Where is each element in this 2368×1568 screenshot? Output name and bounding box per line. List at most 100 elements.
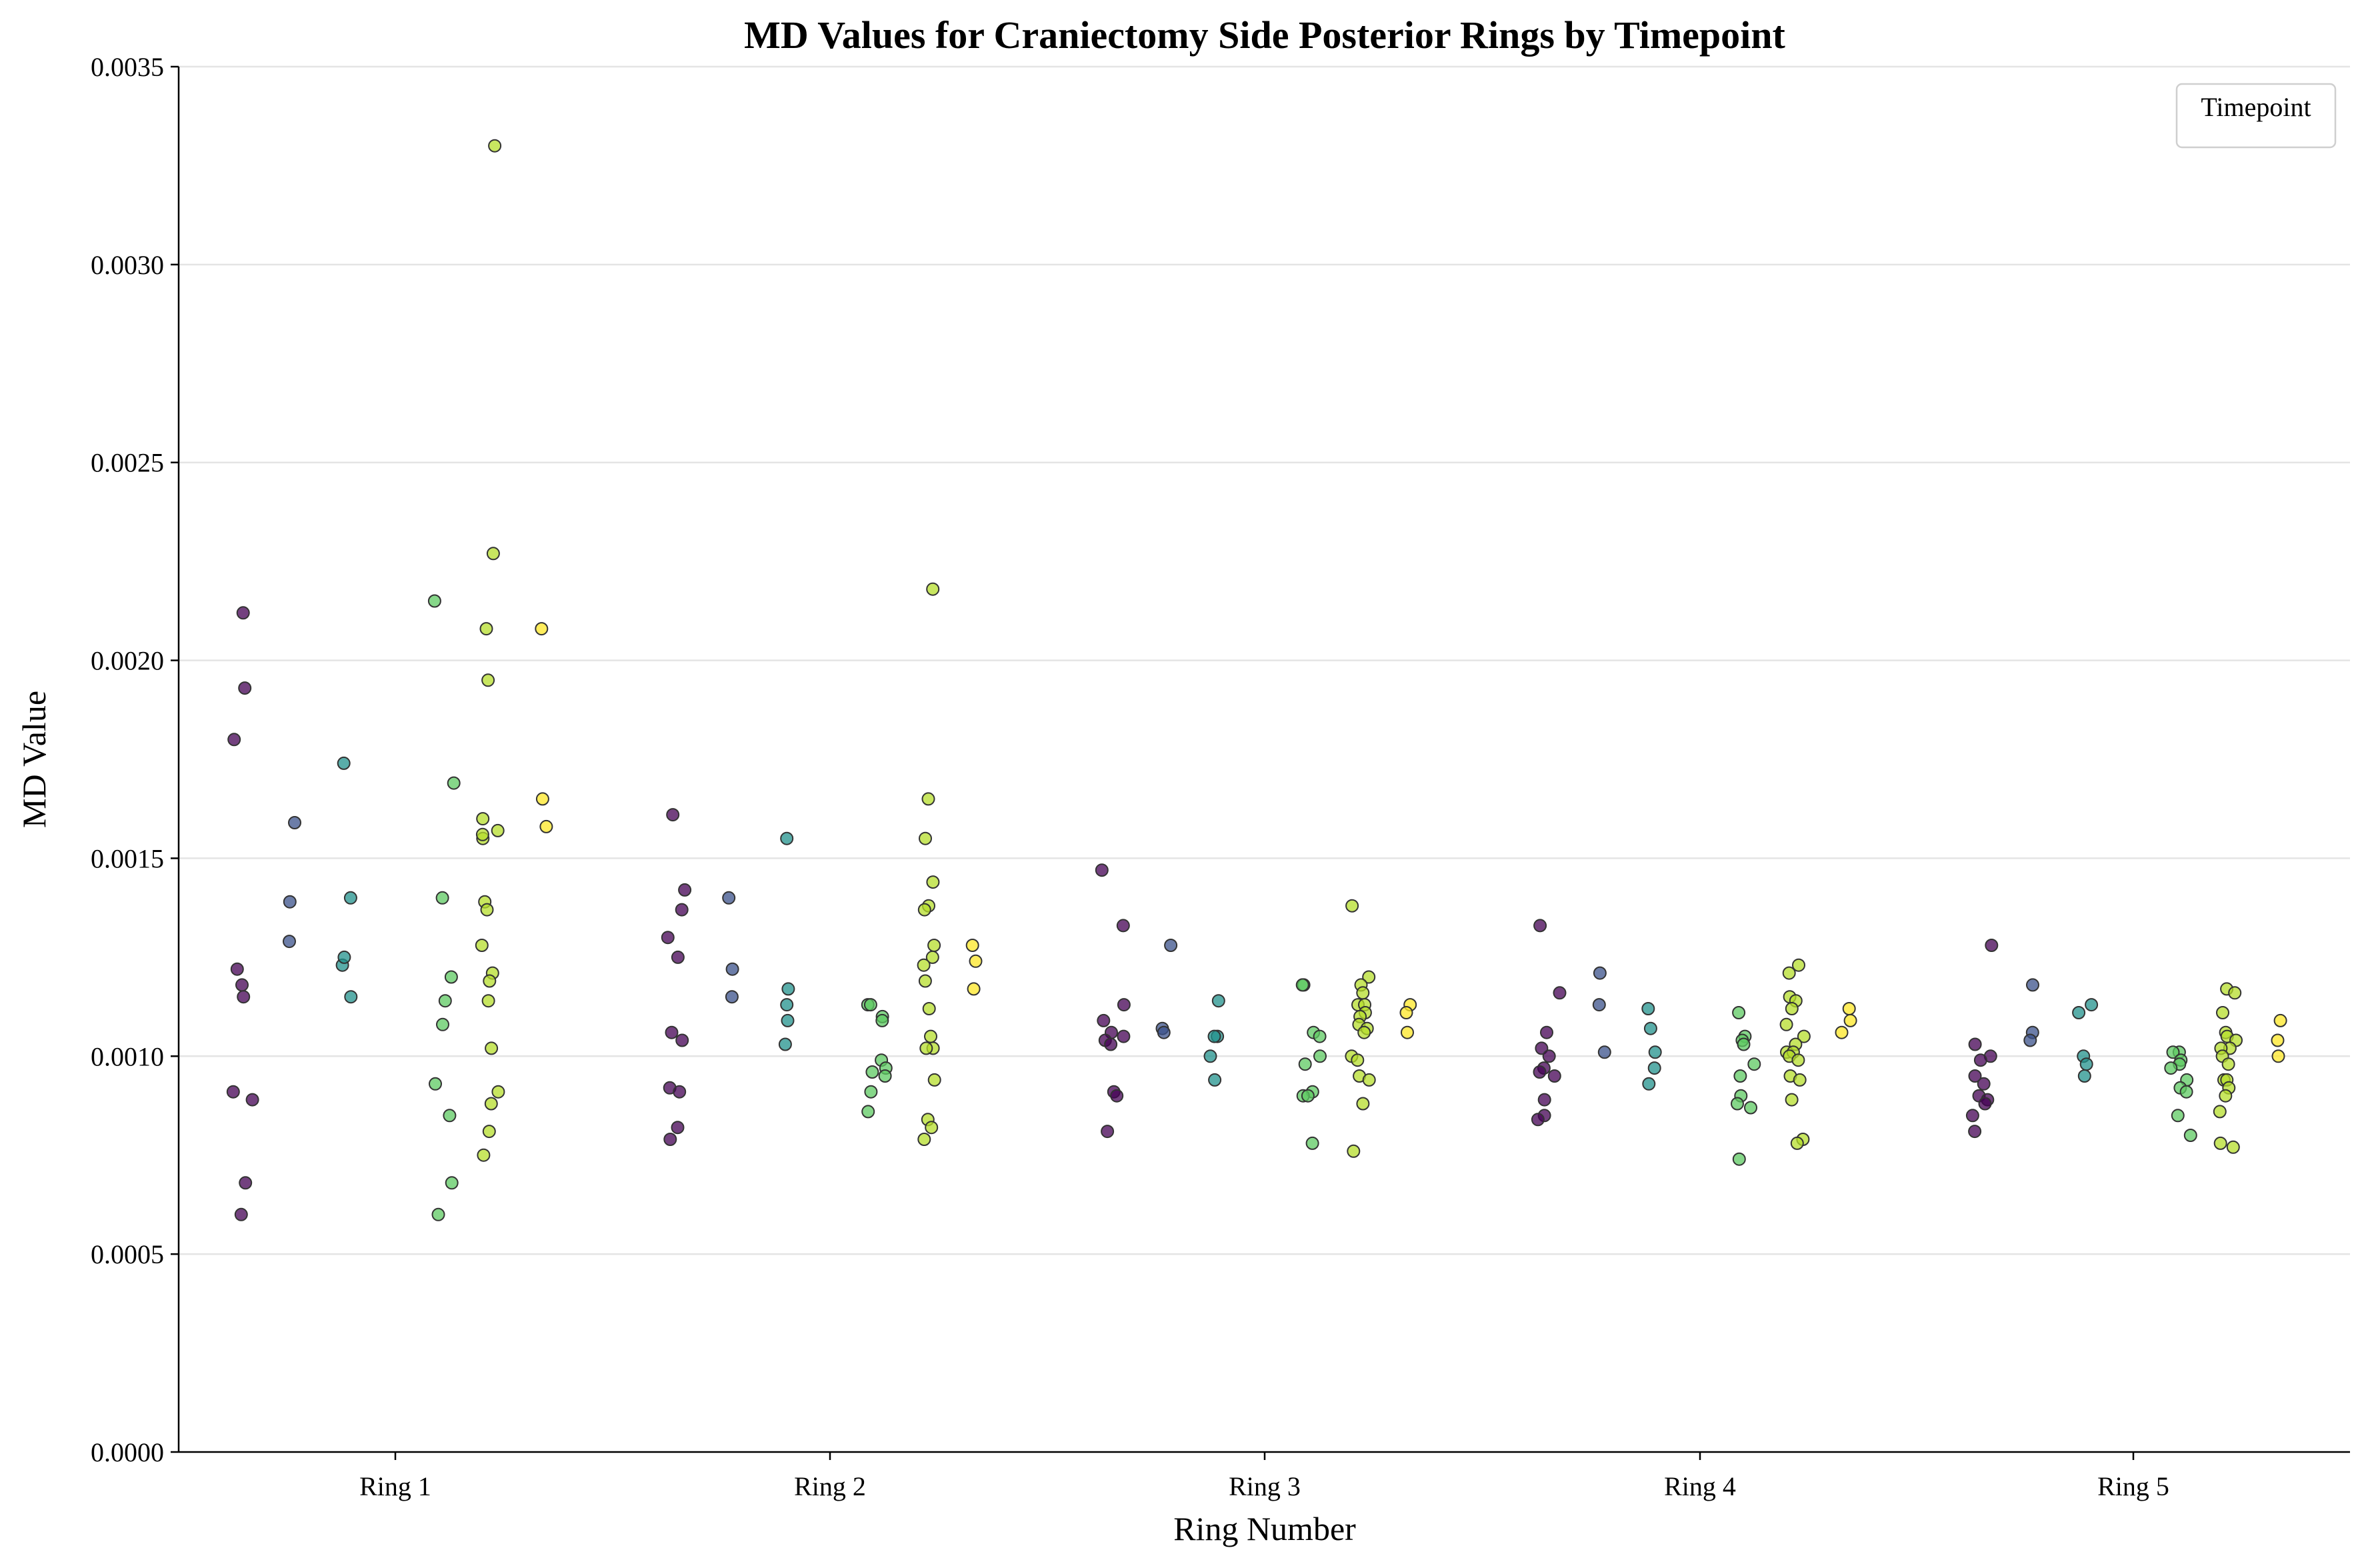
data-point — [2077, 1069, 2091, 1083]
data-point — [2079, 1057, 2093, 1071]
data-point — [1104, 1037, 1118, 1051]
data-point — [482, 1125, 496, 1139]
data-point — [1779, 1017, 1793, 1031]
data-point — [917, 1133, 931, 1146]
data-point — [476, 812, 490, 826]
data-point — [1531, 1113, 1545, 1127]
data-point — [1842, 1002, 1856, 1015]
data-point — [447, 776, 461, 790]
data-point — [1647, 1061, 1661, 1075]
data-point — [1978, 1097, 1992, 1111]
data-point — [2271, 1033, 2285, 1047]
y-tick-label: 0.0005 — [91, 1239, 164, 1269]
data-point — [436, 1017, 449, 1031]
data-point — [234, 1207, 248, 1221]
data-point — [661, 931, 675, 945]
data-point — [475, 827, 489, 841]
data-point — [671, 950, 685, 964]
data-point — [337, 950, 351, 964]
data-point — [2221, 1057, 2235, 1071]
data-point — [535, 792, 549, 806]
axes — [177, 67, 2350, 1453]
data-point — [1737, 1037, 1751, 1051]
data-point — [479, 622, 493, 636]
y-tick-label: 0.0015 — [91, 843, 164, 873]
data-point — [1747, 1057, 1761, 1071]
data-point — [919, 1041, 933, 1055]
data-point — [2213, 1136, 2227, 1150]
data-point — [1542, 1049, 1556, 1063]
data-point — [491, 1085, 505, 1099]
x-tick-label: Ring 4 — [1664, 1471, 1736, 1501]
data-point — [722, 891, 736, 905]
y-tick-label: 0.0010 — [91, 1041, 164, 1071]
data-point — [1642, 1077, 1656, 1091]
data-point — [1791, 1053, 1805, 1067]
data-point — [1977, 1077, 1991, 1091]
data-point — [443, 1109, 457, 1123]
data-point — [1782, 966, 1796, 980]
data-point — [861, 1105, 875, 1119]
data-point — [1732, 1006, 1746, 1019]
data-point — [445, 1176, 459, 1190]
data-point — [1399, 1006, 1413, 1019]
data-point — [1553, 986, 1567, 1000]
data-point — [429, 1077, 442, 1091]
data-point — [486, 547, 500, 561]
data-point — [1356, 986, 1370, 1000]
data-point — [875, 1013, 889, 1027]
data-point — [925, 950, 939, 964]
data-point — [1535, 1041, 1549, 1055]
data-point — [927, 1073, 941, 1087]
data-point — [1157, 1025, 1171, 1039]
data-point — [1597, 1045, 1611, 1059]
y-axis-label: MD Value — [15, 691, 53, 828]
data-point — [438, 994, 452, 1008]
data-point — [1101, 1125, 1115, 1139]
data-point — [1835, 1025, 1849, 1039]
data-point — [969, 954, 983, 968]
data-point — [1211, 994, 1225, 1008]
data-point — [427, 594, 441, 608]
x-tick-label: Ring 1 — [359, 1471, 431, 1501]
data-point — [1793, 1073, 1807, 1087]
data-point — [238, 681, 252, 695]
data-point — [725, 990, 739, 1004]
data-point — [1533, 919, 1547, 933]
data-point — [2213, 1105, 2227, 1119]
data-point — [227, 733, 241, 747]
data-point — [1116, 919, 1130, 933]
data-point — [283, 935, 296, 949]
data-point — [230, 962, 244, 976]
data-point — [484, 1097, 498, 1111]
data-point — [1968, 1069, 1982, 1083]
data-point — [235, 978, 249, 992]
data-point — [2219, 1089, 2233, 1103]
data-point — [1592, 998, 1606, 1012]
data-point — [675, 1033, 689, 1047]
data-point — [1965, 1109, 1979, 1123]
data-point — [435, 891, 449, 905]
data-point — [444, 970, 458, 984]
data-point — [483, 974, 497, 988]
data-point — [343, 891, 357, 905]
data-point — [1357, 1025, 1371, 1039]
data-point — [481, 994, 495, 1008]
data-point — [1973, 1053, 1987, 1067]
data-point — [1401, 1025, 1414, 1039]
data-point — [491, 823, 505, 837]
data-point — [535, 622, 549, 636]
data-point — [917, 958, 931, 972]
data-point — [239, 1176, 253, 1190]
data-point — [2166, 1045, 2180, 1059]
data-point — [1295, 978, 1309, 992]
data-point — [1362, 1073, 1376, 1087]
data-point — [2273, 1013, 2287, 1027]
data-point — [1733, 1069, 1747, 1083]
data-point — [778, 1037, 792, 1051]
data-point — [2226, 1140, 2240, 1154]
grid-lines — [179, 65, 2350, 1255]
data-point — [245, 1093, 259, 1107]
data-point — [781, 1013, 795, 1027]
